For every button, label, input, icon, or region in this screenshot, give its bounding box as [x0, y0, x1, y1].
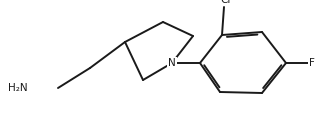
- Text: H₂N: H₂N: [8, 83, 28, 93]
- Text: Cl: Cl: [221, 0, 231, 5]
- Text: N: N: [168, 58, 176, 68]
- Text: F: F: [309, 58, 315, 68]
